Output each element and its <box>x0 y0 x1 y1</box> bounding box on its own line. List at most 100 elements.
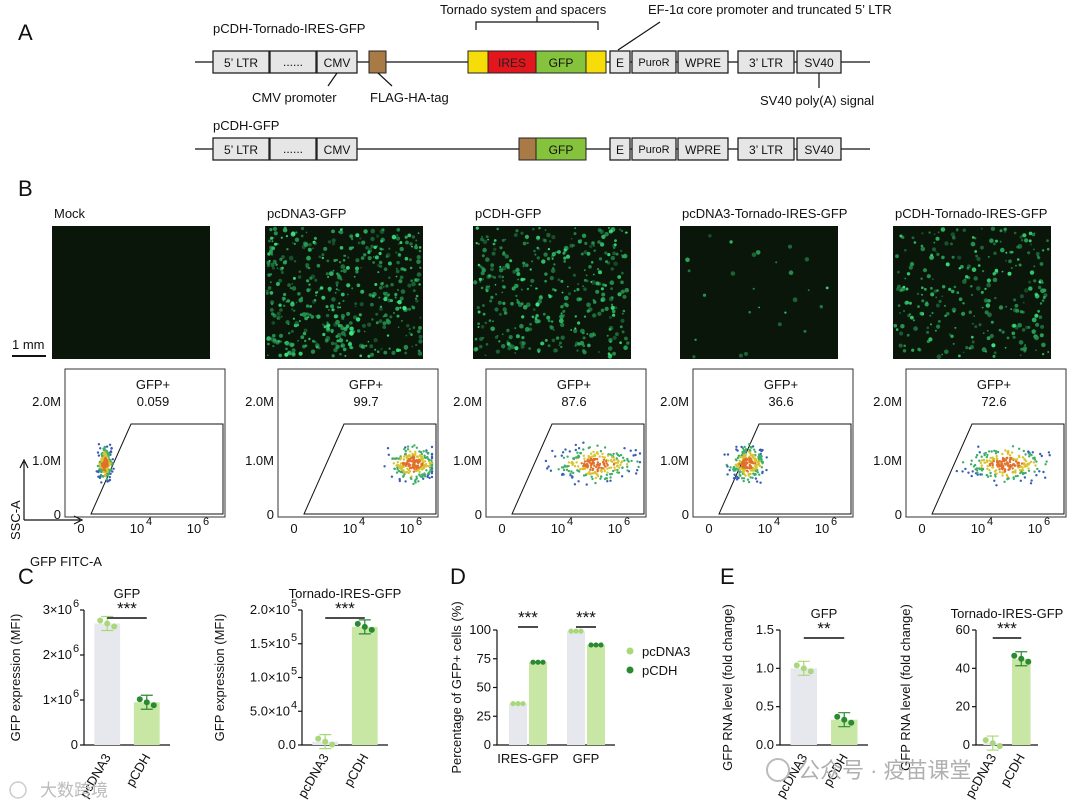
flow-xtick-sup: 4 <box>359 516 365 528</box>
cell-dot <box>337 324 342 328</box>
cell-dot <box>396 260 400 265</box>
cell-dot <box>953 285 957 289</box>
flow-event <box>104 474 107 478</box>
flow-event <box>391 457 394 460</box>
cell-dot <box>1033 265 1036 268</box>
cell-dot <box>379 286 383 290</box>
flow-event <box>1010 451 1014 454</box>
flow-event <box>430 452 434 456</box>
flow-event <box>592 450 595 453</box>
flow-event <box>616 468 619 472</box>
c1-wpre-label: WPRE <box>685 56 721 70</box>
cell-dot <box>383 267 388 272</box>
cell-dot <box>1035 251 1040 256</box>
cell-dot <box>600 287 605 291</box>
flow-ytick-label: 0 <box>682 507 689 522</box>
cell-dot <box>1016 258 1020 261</box>
cell-dot <box>708 234 712 238</box>
cell-dot <box>270 337 275 342</box>
cell-dot <box>620 280 624 285</box>
cell-dot <box>351 246 354 249</box>
flow-event <box>765 468 768 472</box>
cell-dot <box>748 310 751 314</box>
c2-ltr3-label: 3’ LTR <box>749 143 783 157</box>
flow-event <box>419 450 423 454</box>
flow-event <box>995 454 998 458</box>
flow-event <box>561 451 565 454</box>
flow-event <box>578 468 582 471</box>
flow-event <box>1044 476 1047 479</box>
cell-dot <box>1005 305 1008 308</box>
cell-dot <box>355 317 361 322</box>
cell-dot <box>547 319 551 323</box>
cell-dot <box>936 252 940 256</box>
flow-event <box>994 475 997 478</box>
flow-event <box>590 475 593 478</box>
cell-dot <box>278 333 284 338</box>
cell-dot <box>543 252 548 257</box>
cell-dot <box>291 308 294 311</box>
cell-dot <box>574 227 577 230</box>
cell-dot <box>515 229 519 233</box>
cell-dot <box>1021 328 1026 332</box>
flow-event <box>397 470 401 473</box>
flow-event <box>590 472 593 475</box>
cell-dot <box>342 259 346 262</box>
cell-dot <box>520 344 525 349</box>
cell-dot <box>974 237 977 240</box>
flow-event <box>634 453 637 457</box>
cell-dot <box>336 306 340 309</box>
cell-dot <box>614 306 618 310</box>
c1-e-label: E <box>616 56 624 70</box>
flow-event <box>638 452 642 455</box>
data-point <box>97 617 104 624</box>
cell-dot <box>1036 254 1039 257</box>
significance-label: *** <box>997 619 1017 638</box>
cell-dot <box>613 243 617 247</box>
cell-dot <box>917 347 921 351</box>
cell-dot <box>270 262 275 268</box>
data-point <box>354 620 361 627</box>
flow-event <box>990 450 993 453</box>
flow-event <box>601 455 604 459</box>
cell-dot <box>357 241 361 245</box>
cell-dot <box>337 332 342 337</box>
flow-event <box>638 461 642 464</box>
flow-event <box>403 455 406 458</box>
cell-dot <box>515 294 518 298</box>
flow-event <box>596 470 599 473</box>
cell-dot <box>957 255 962 260</box>
cell-dot <box>489 299 493 303</box>
flow-event <box>409 460 413 463</box>
cell-dot <box>279 340 282 343</box>
flow-event <box>424 456 427 460</box>
flow-event <box>1005 457 1008 460</box>
cell-dot <box>1039 333 1044 338</box>
flow-event <box>586 472 590 475</box>
cell-dot <box>919 311 924 316</box>
cell-dot <box>985 303 991 308</box>
cell-dot <box>493 239 497 242</box>
cell-dot <box>970 285 973 288</box>
cell-dot <box>976 286 981 291</box>
flow-event <box>742 462 746 466</box>
category-label: pCDH <box>341 751 372 789</box>
error-bar <box>838 712 851 728</box>
flow-event <box>995 472 998 475</box>
ylabel: GFP RNA level (fold change) <box>898 604 913 771</box>
legend-pcdh-marker <box>626 666 634 674</box>
cell-dot <box>360 256 365 260</box>
cell-dot <box>920 277 923 280</box>
cell-dot <box>397 253 402 258</box>
flow-event <box>413 453 416 457</box>
bar <box>509 703 527 745</box>
cell-dot <box>607 227 610 229</box>
flow-event <box>596 444 599 447</box>
cell-dot <box>551 235 556 240</box>
flow-event <box>741 447 745 450</box>
cell-dot <box>937 319 941 323</box>
flow-event <box>752 457 756 460</box>
flow-event <box>746 466 749 470</box>
cell-dot <box>1011 331 1016 336</box>
